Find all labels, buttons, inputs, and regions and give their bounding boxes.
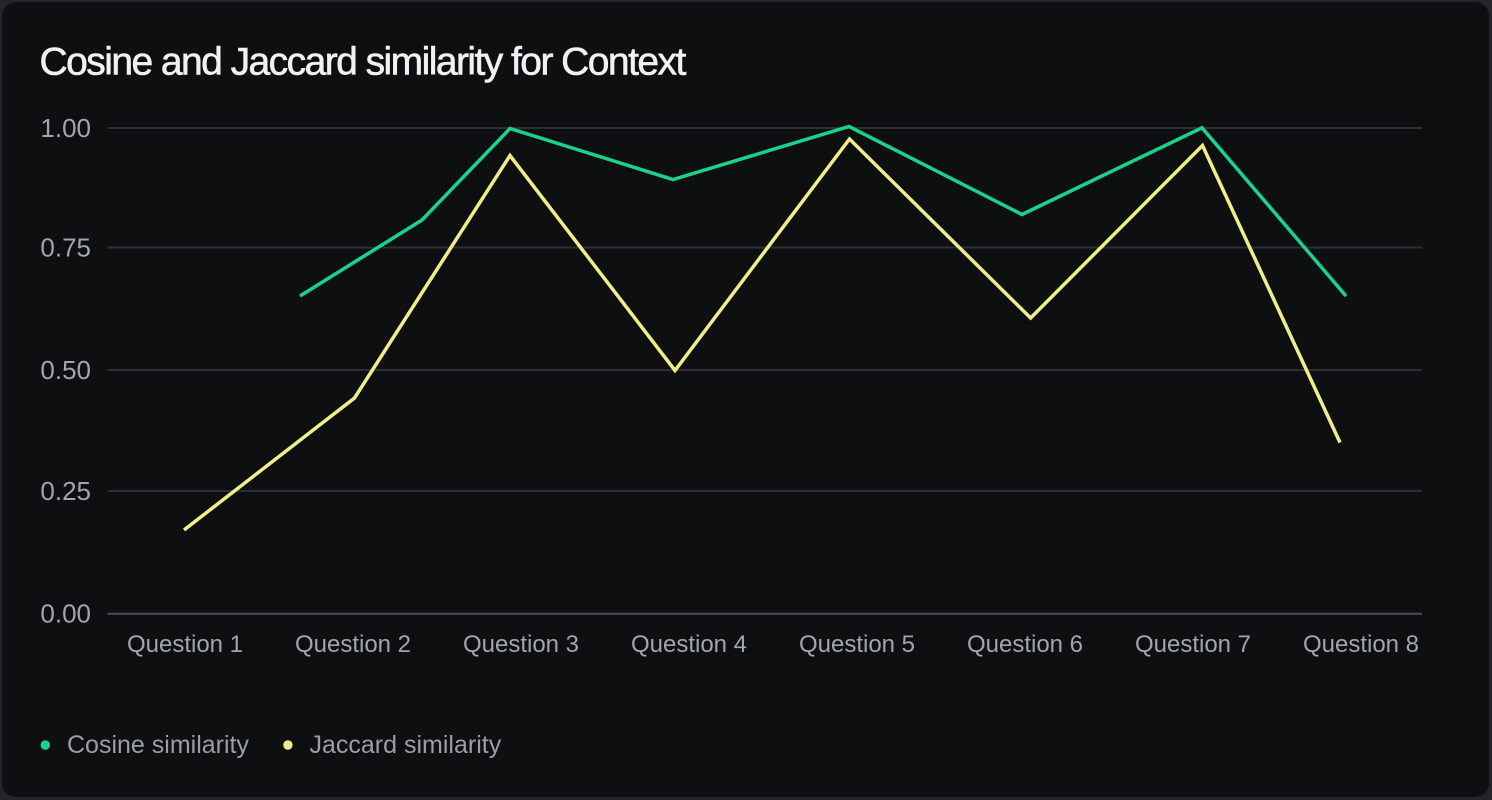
svg-text:Cosine similarity: Cosine similarity [67,731,249,759]
svg-text:0.25: 0.25 [40,476,91,506]
svg-text:Question 8: Question 8 [1303,631,1419,658]
svg-text:Question 7: Question 7 [1135,631,1251,658]
svg-text:Question 2: Question 2 [295,631,411,658]
svg-text:Question 5: Question 5 [799,631,915,658]
svg-text:Cosine and Jaccard similarity: Cosine and Jaccard similarity for Contex… [40,41,687,84]
svg-text:Jaccard similarity: Jaccard similarity [310,731,502,759]
svg-text:0.50: 0.50 [40,355,91,385]
svg-text:0.75: 0.75 [40,233,91,263]
svg-text:1.00: 1.00 [40,113,91,143]
svg-text:Question 4: Question 4 [631,631,747,658]
svg-text:Question 1: Question 1 [127,631,243,658]
svg-text:0.00: 0.00 [40,599,91,629]
svg-text:Question 6: Question 6 [967,631,1083,658]
svg-text:Question 3: Question 3 [463,631,579,658]
